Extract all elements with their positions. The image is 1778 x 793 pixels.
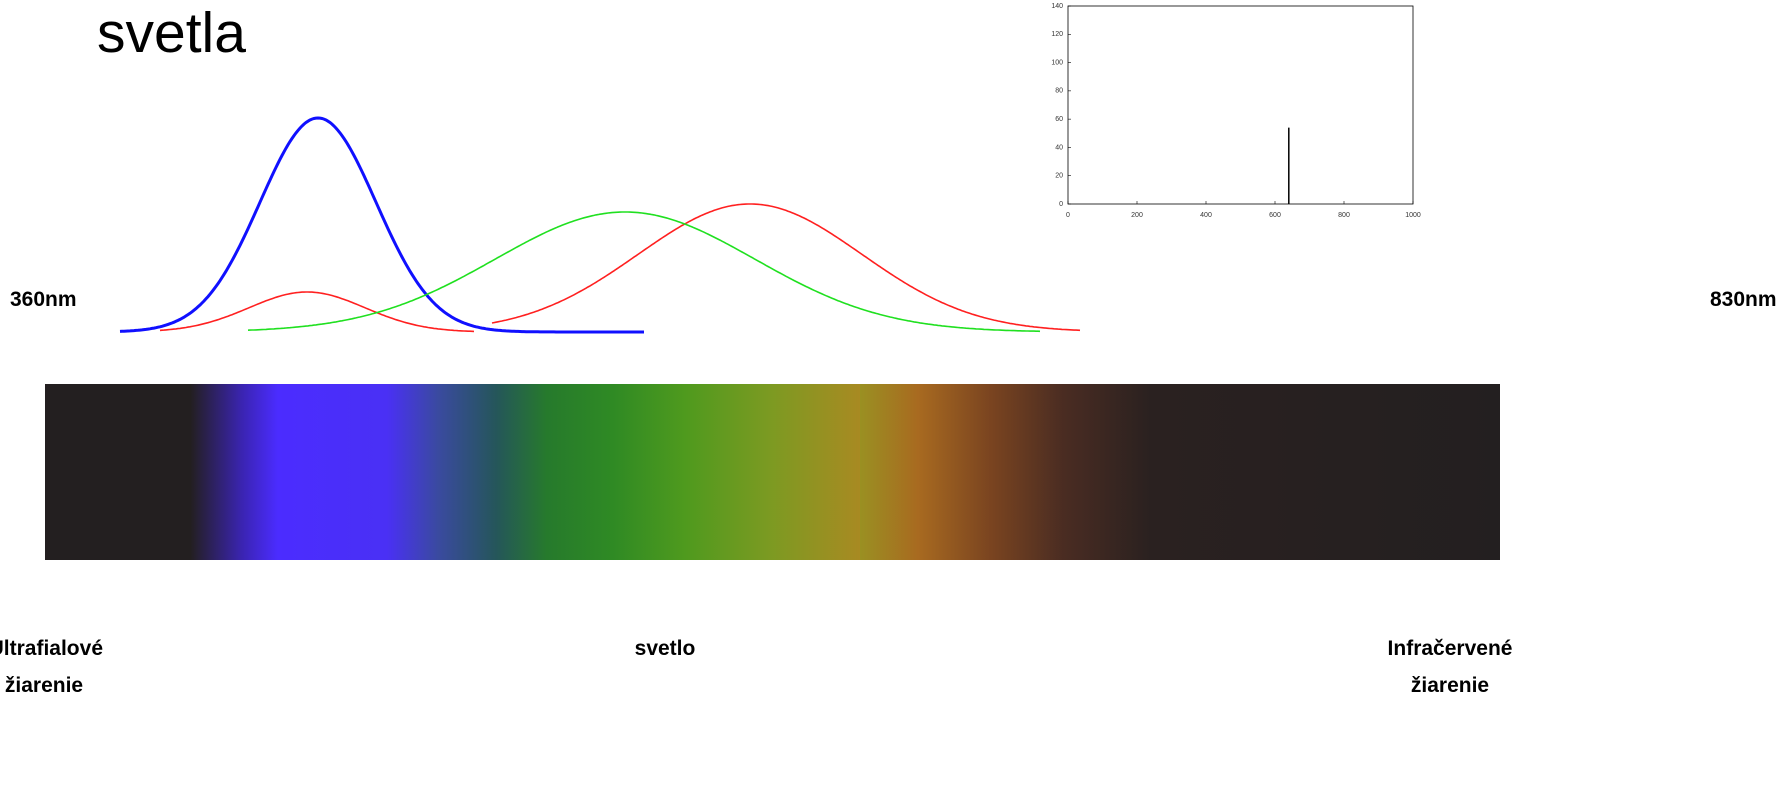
x-tick-label: 800 bbox=[1338, 212, 1350, 219]
x-tick-label: 600 bbox=[1269, 212, 1281, 219]
y-tick-label: 60 bbox=[1055, 116, 1063, 123]
bottom-label: žiarenie bbox=[5, 674, 83, 697]
y-tick-label: 20 bbox=[1055, 173, 1063, 180]
y-tick-label: 140 bbox=[1051, 3, 1063, 10]
bottom-label: Infračervené bbox=[1388, 637, 1513, 660]
y-tick-label: 100 bbox=[1051, 59, 1063, 66]
y-tick-label: 120 bbox=[1051, 31, 1063, 38]
slide: svetla 360nm 830nm Ultrafialové žiarenie… bbox=[0, 0, 1778, 793]
bottom-label: Ultrafialové bbox=[0, 637, 103, 660]
cone-curve bbox=[492, 204, 1080, 330]
slide-title: svetla bbox=[97, 1, 246, 65]
bottom-label: svetlo bbox=[635, 637, 696, 660]
spectrum-bar bbox=[45, 384, 1500, 560]
y-tick-label: 80 bbox=[1055, 88, 1063, 95]
x-tick-label: 200 bbox=[1131, 212, 1143, 219]
wavelength-label: 360nm bbox=[10, 288, 77, 311]
bottom-label: žiarenie bbox=[1411, 674, 1489, 697]
x-tick-label: 400 bbox=[1200, 212, 1212, 219]
inset-chart: 0 20 40 60 80 100 120 140 0 200 400 600 800 1000 bbox=[1051, 3, 1421, 219]
cone-curve bbox=[248, 212, 1040, 331]
y-tick-label: 40 bbox=[1055, 144, 1063, 151]
x-tick-label: 0 bbox=[1066, 212, 1070, 219]
wavelength-label: 830nm bbox=[1710, 288, 1777, 311]
cone-sensitivity-curves bbox=[120, 118, 1080, 332]
x-tick-label: 1000 bbox=[1405, 212, 1421, 219]
y-tick-label: 0 bbox=[1059, 201, 1063, 208]
plot-frame bbox=[1068, 6, 1413, 204]
